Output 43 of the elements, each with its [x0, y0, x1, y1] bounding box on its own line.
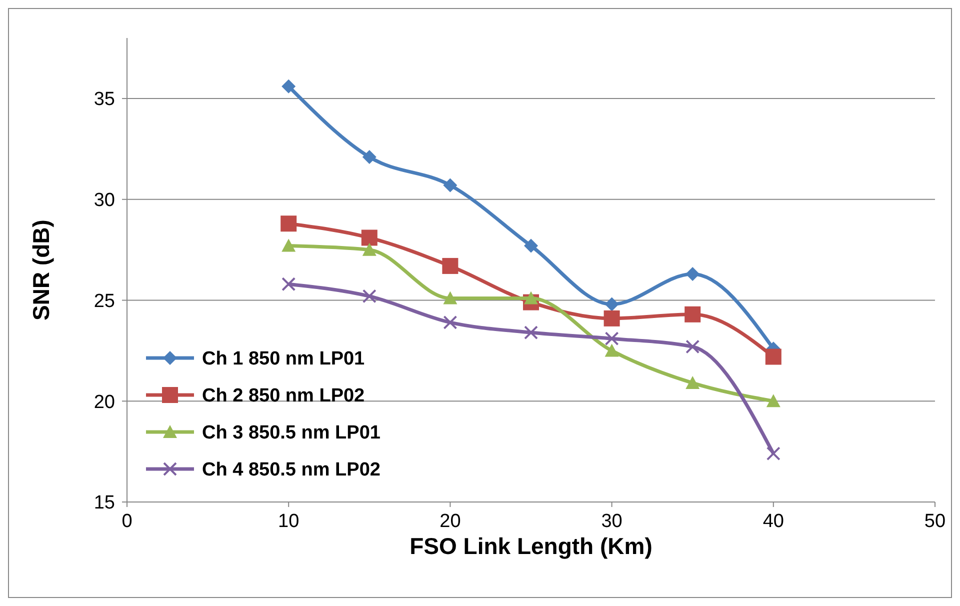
- x-tick-label: 10: [278, 511, 300, 532]
- x-tick-label: 40: [762, 511, 784, 532]
- point: [362, 150, 376, 164]
- point: [684, 306, 701, 322]
- x-tick-label: 50: [924, 511, 946, 532]
- point: [524, 326, 538, 340]
- point: [442, 258, 458, 274]
- point: [604, 297, 619, 312]
- point: [686, 267, 700, 282]
- y-tick-label: 30: [94, 190, 115, 212]
- point: [604, 344, 619, 357]
- y-axis-title: SNR (dB): [28, 220, 54, 320]
- legend-label: Ch 2 850 nm LP02: [202, 386, 365, 407]
- y-tick-label: 20: [94, 392, 115, 413]
- y-tick-label: 35: [94, 89, 115, 110]
- x-axis-title: FSO Link Length (Km): [410, 533, 652, 559]
- point: [282, 79, 296, 94]
- point: [766, 446, 780, 461]
- point: [443, 291, 458, 304]
- point: [282, 277, 296, 292]
- point: [280, 216, 297, 232]
- x-tick-label: 20: [440, 511, 461, 532]
- point: [524, 291, 538, 304]
- point: [766, 394, 780, 408]
- point: [443, 178, 458, 192]
- point: [686, 376, 700, 389]
- y-tick-label: 25: [94, 290, 115, 312]
- point: [604, 332, 619, 346]
- point: [524, 238, 538, 253]
- x-tick-label: 30: [601, 511, 622, 532]
- point: [686, 340, 700, 354]
- legend-label: Ch 1 850 nm LP01: [202, 348, 366, 370]
- point: [361, 230, 378, 246]
- y-tick-label: 15: [94, 492, 115, 514]
- legend-label: Ch 4 850.5 nm LP02: [202, 460, 380, 481]
- point: [765, 348, 782, 365]
- point: [362, 242, 376, 256]
- point: [604, 310, 620, 326]
- point: [282, 238, 296, 252]
- legend-label: Ch 3 850.5 nm LP01: [202, 422, 381, 444]
- point: [443, 315, 458, 330]
- point: [362, 289, 376, 304]
- x-tick-label: 0: [122, 511, 132, 532]
